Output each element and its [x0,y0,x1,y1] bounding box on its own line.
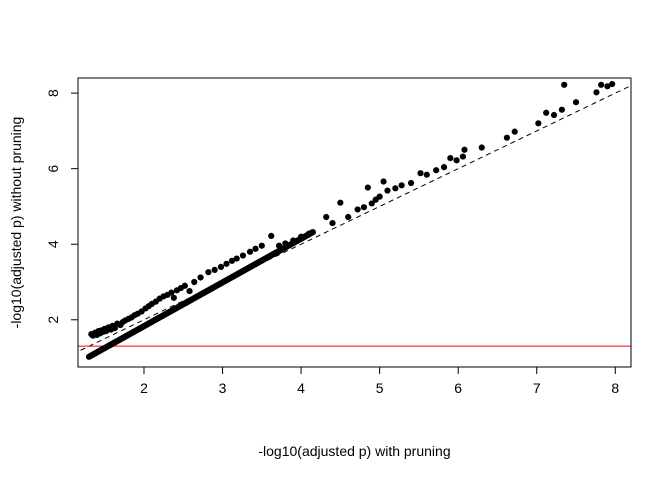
data-point [246,248,254,255]
x-tick-label: 7 [533,380,541,396]
data-point [511,128,518,135]
data-point [453,157,460,164]
data-point [297,233,305,240]
data-point [368,200,375,207]
data-point [239,252,247,259]
data-point [423,171,430,178]
data-point [168,289,175,296]
data-point [268,232,275,240]
y-axis: 2 4 6 8 [45,89,79,324]
data-point [417,170,424,177]
data-point [433,167,440,174]
data-point [392,185,399,192]
data-point [329,219,336,227]
y-tick-label: 4 [45,240,61,248]
data-point [170,294,177,301]
y-tick-label: 8 [45,89,61,97]
data-point [217,263,225,270]
data-point [305,230,313,237]
data-point [345,213,352,221]
data-point [407,179,415,187]
x-tick-label: 3 [219,380,227,396]
data-point [186,287,193,295]
data-point [364,184,371,191]
data-point [561,81,568,88]
data-point [558,106,565,113]
x-tick-label: 5 [376,380,384,396]
data-point [598,81,605,88]
data-point [461,146,468,153]
data-point [398,182,405,189]
data-point [503,134,510,141]
y-tick-label: 6 [45,165,61,173]
data-point [211,266,218,274]
x-tick-label: 2 [140,380,148,396]
data-point [233,255,240,262]
data-point [550,111,558,119]
data-point [337,199,344,206]
data-point [223,260,230,267]
data-point [459,153,467,160]
data-point [360,204,368,211]
data-point [181,282,188,289]
data-point [275,242,283,249]
data-point [572,99,580,106]
data-point [604,83,611,90]
data-point [258,242,265,249]
data-point [478,144,485,151]
x-tick-label: 6 [454,380,462,396]
data-point [535,120,542,127]
data-point [609,80,616,88]
data-point [252,245,259,252]
data-point [376,193,383,200]
data-point [228,257,236,264]
x-axis: 2 3 4 5 6 7 8 [140,366,619,396]
data-point [197,274,204,281]
data-point [380,178,387,185]
data-point [282,240,289,247]
data-point [205,269,212,276]
x-tick-label: 4 [297,380,305,396]
data-point [191,278,198,286]
data-point [440,164,448,171]
data-point [323,213,330,221]
data-point [384,187,391,194]
data-point [290,237,297,244]
data-point [447,154,454,162]
x-axis-label: -log10(adjusted p) with pruning [258,443,450,459]
y-axis-label: -log10(adjusted p) without pruning [8,117,24,329]
x-tick-label: 8 [611,380,619,396]
y-tick-label: 2 [45,316,61,324]
data-point [543,109,550,116]
data-point [354,206,361,213]
data-point [593,89,600,96]
